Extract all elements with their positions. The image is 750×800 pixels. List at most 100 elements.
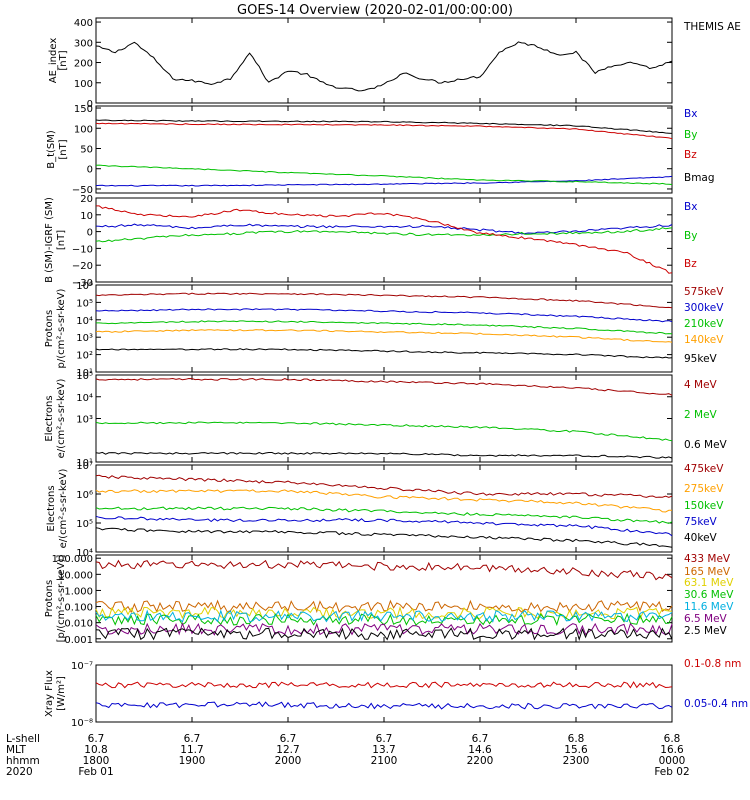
x-row-label: hhmm: [6, 755, 40, 767]
x-row-label: 2020: [6, 766, 33, 778]
x-tick-label: 6.7: [88, 733, 105, 745]
legend-entry: Bz: [684, 149, 697, 161]
series-line: [95, 292, 673, 309]
y-tick-label: 10⁵: [76, 519, 93, 530]
y-tick-label: 10⁷: [76, 461, 93, 472]
y-tick-label: 0: [87, 228, 93, 239]
x-row-label: L-shell: [6, 733, 40, 745]
legend-entry: 0.6 MeV: [684, 439, 728, 451]
y-tick-label: 1.000: [64, 586, 93, 597]
panel-5: 10¹ 10³ 10⁴ 10⁵ Electrons e/(cm²-s-sr-keV) 4 M…: [44, 371, 728, 469]
y-axis-label: e/(cm²-s-sr-keV): [58, 469, 69, 549]
y-tick-label: 10⁻⁷: [71, 661, 93, 672]
x-tick-label: 11.7: [180, 744, 203, 756]
y-tick-label: −10: [72, 244, 93, 255]
x-tick-label: 6.8: [568, 733, 585, 745]
y-tick-label: 300: [74, 38, 93, 49]
y-tick-label: 400: [74, 18, 93, 29]
legend-entry: 0.05-0.4 nm: [684, 698, 748, 710]
y-tick-label: 0: [87, 165, 93, 176]
x-tick-label: 10.8: [84, 744, 107, 756]
y-tick-label: 10³: [76, 415, 93, 426]
legend-entry: THEMIS AE: [683, 21, 741, 33]
panel-7: 0.001 0.010 0.100 1.000 10.000 100.000 Protons…: [44, 553, 734, 646]
x-tick-label: 6.7: [184, 733, 201, 745]
legend-entry: 150keV: [684, 500, 724, 512]
panel-frame: [95, 664, 673, 723]
y-tick-label: 10⁶: [76, 281, 93, 292]
y-axis-label: p/(cm²-s-sr-keV): [56, 288, 67, 368]
panel-2: −50 0 50 100 150 B_t(SM) [nT] Bx By Bz Bmag: [46, 104, 715, 196]
y-axis-label: Electrons: [46, 485, 57, 531]
y-axis-label: [nT]: [56, 230, 67, 250]
legend-entry: Bmag: [684, 172, 715, 184]
panel-3: −30 −20 −10 0 10 20 B (SM)-IGRF (SM) [nT] Bx By Bz: [44, 194, 697, 289]
x-tick-label: 1900: [179, 755, 206, 767]
y-tick-label: 10.000: [58, 570, 93, 581]
y-tick-label: 10¹: [76, 368, 93, 379]
y-tick-label: −20: [72, 261, 93, 272]
y-tick-label: 150: [74, 104, 93, 115]
panel-1: 0 100 200 300 400 AE_index [nT] THEMIS AE: [48, 17, 741, 110]
y-tick-label: 0.001: [64, 635, 93, 646]
x-tick-label: Feb 01: [78, 766, 113, 778]
legend-entry: By: [684, 129, 697, 141]
y-axis-label: Protons: [44, 310, 55, 347]
legend-entry: 433 MeV: [684, 553, 731, 565]
y-axis-label: Electrons: [44, 395, 55, 441]
x-row-label: MLT: [6, 744, 26, 756]
panel-8: 10⁻⁸ 10⁻⁷ Xray Flux [W/m²] 0.1-0.8 nm 0.05-0.…: [44, 658, 748, 729]
y-axis-label: [nT]: [58, 139, 69, 159]
series-line: [96, 320, 673, 335]
legend-entry: 4 MeV: [684, 379, 718, 391]
series-line: [95, 175, 673, 187]
y-axis-label: [W/m²]: [56, 676, 67, 711]
x-tick-label: 12.7: [276, 744, 299, 756]
series-line: [95, 377, 673, 396]
series-line: [95, 515, 673, 537]
panel-frame: [95, 197, 673, 283]
legend-entry: 0.1-0.8 nm: [684, 658, 741, 670]
y-tick-label: 10⁵: [76, 371, 93, 382]
y-axis-label: Xray Flux: [44, 670, 55, 717]
legend-entry: 300keV: [684, 302, 724, 314]
series-line: [95, 489, 672, 513]
x-tick-label: 15.6: [564, 744, 588, 756]
series-line: [95, 609, 673, 623]
y-axis-label: [p/(cm²-s-sr-keV)]: [56, 555, 67, 643]
legend-entry: 210keV: [684, 318, 724, 330]
x-tick-label: 2100: [371, 755, 398, 767]
legend-entry: 165 MeV: [684, 566, 731, 578]
x-tick-label: Feb 02: [654, 766, 689, 778]
x-tick-label: 6.7: [472, 733, 489, 745]
x-tick-label: 1800: [83, 755, 110, 767]
legend-entry: 140keV: [684, 334, 724, 346]
series-line: [95, 308, 673, 323]
y-tick-label: −50: [72, 185, 93, 196]
x-tick-label: 6.7: [376, 733, 393, 745]
y-tick-label: 200: [74, 59, 93, 70]
series-line: [95, 122, 673, 140]
legend-entry: 75keV: [684, 516, 718, 528]
y-axis-label: B (SM)-IGRF (SM): [44, 197, 55, 283]
series-line: [95, 701, 673, 710]
y-axis-label: e/(cm²-s-sr-keV): [56, 379, 67, 459]
legend-entry: 2.5 MeV: [684, 625, 728, 637]
series-line: [95, 599, 673, 614]
x-tick-label: 6.8: [664, 733, 681, 745]
legend-entry: Bz: [684, 258, 697, 270]
panel-6: 10⁴ 10⁵ 10⁶ 10⁷ Electrons e/(cm²-s-sr-keV) 475…: [46, 461, 724, 559]
series-line: [95, 559, 673, 581]
series-line: [95, 164, 673, 185]
series-line: [95, 474, 673, 498]
series-line: [96, 205, 673, 274]
y-tick-label: 100.000: [52, 554, 93, 565]
legend-entry: 6.5 MeV: [684, 613, 728, 625]
legend-entry: 475keV: [684, 463, 724, 475]
y-tick-label: 10⁴: [76, 548, 93, 559]
figure-title: GOES-14 Overview (2020-02-01/00:00:00): [237, 3, 513, 18]
series-line: [95, 527, 673, 548]
legend-entry: 30.6 MeV: [684, 589, 734, 601]
y-tick-label: 10: [80, 211, 93, 222]
x-tick-label: 2200: [467, 755, 494, 767]
